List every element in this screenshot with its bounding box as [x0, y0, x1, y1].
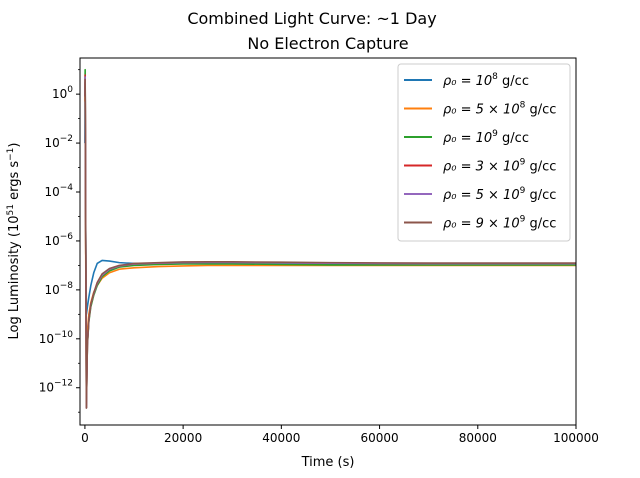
plot-frame [79, 57, 577, 426]
y-axis-label-pre: Log Luminosity (10 [7, 216, 22, 340]
y-tick-label-1: 10−2 [44, 134, 73, 150]
x-axis-label: Time (s) [301, 455, 355, 470]
legend-label-5: ρ₀ = 9 × 109 g/cc [443, 215, 556, 232]
y-axis-label-sup2: −1 [6, 148, 16, 161]
y-axis-ticks: 100 10−2 10−4 10−6 10−8 10−10 10−12 [39, 69, 80, 413]
y-tick-label-0: 100 [52, 85, 73, 101]
y-axis-label-sup1: 51 [6, 204, 16, 215]
x-tick-label-0: 0 [81, 431, 89, 445]
x-tick-label-5: 100000 [553, 431, 599, 445]
y-axis-label-mid: ergs s [7, 161, 22, 204]
legend-label-3: ρ₀ = 3 × 109 g/cc [443, 158, 556, 175]
y-tick-label-2: 10−4 [44, 183, 73, 199]
x-tick-label-3: 60000 [360, 431, 398, 445]
y-axis-label-post: ) [7, 143, 22, 148]
legend-label-4: ρ₀ = 5 × 109 g/cc [443, 186, 556, 203]
chart-title: Combined Light Curve: ~1 Day [187, 9, 436, 28]
y-axis-label: Log Luminosity (1051 ergs s−1) [6, 143, 22, 340]
y-tick-label-3: 10−6 [44, 232, 73, 248]
y-tick-label-5: 10−10 [39, 330, 74, 346]
legend-label-1: ρ₀ = 5 × 108 g/cc [443, 101, 556, 118]
x-tick-label-1: 20000 [164, 431, 202, 445]
legend: ρ₀ = 108 g/cc ρ₀ = 5 × 108 g/cc ρ₀ = 109 g… [397, 63, 571, 242]
x-tick-label-2: 40000 [262, 431, 300, 445]
x-tick-label-4: 80000 [459, 431, 497, 445]
y-tick-label-6: 10−12 [39, 379, 73, 395]
x-axis-ticks: 0 20000 40000 60000 80000 100000 [81, 425, 599, 445]
legend-label-0: ρ₀ = 108 g/cc [443, 72, 529, 89]
legend-label-2: ρ₀ = 109 g/cc [443, 129, 529, 146]
series-layer [84, 68, 576, 409]
legend-box [397, 63, 571, 242]
y-tick-label-4: 10−8 [44, 281, 73, 297]
chart-subtitle: No Electron Capture [247, 34, 408, 53]
series-line-5 [84, 78, 576, 409]
